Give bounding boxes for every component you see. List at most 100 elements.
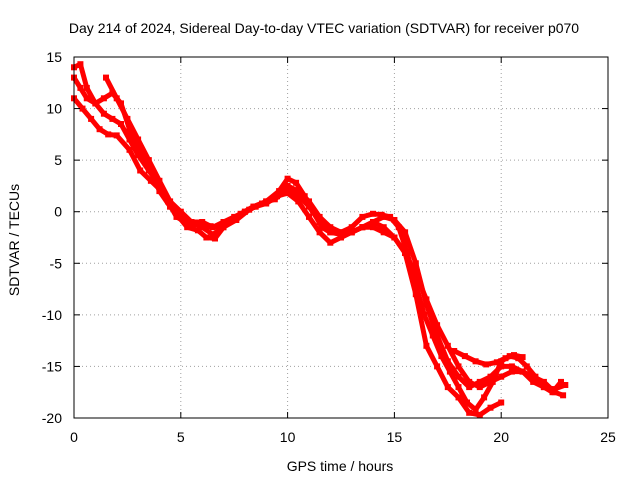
data-point (135, 136, 142, 143)
y-tick-label: -20 (42, 410, 62, 426)
data-point (444, 358, 451, 365)
data-point (519, 354, 526, 361)
data-point (421, 311, 428, 318)
data-point (464, 399, 470, 406)
data-point (327, 224, 334, 231)
data-point (455, 363, 462, 370)
data-point (241, 208, 248, 215)
data-point (540, 384, 547, 391)
data-point (113, 95, 120, 102)
data-point (83, 95, 90, 102)
data-point (100, 110, 107, 117)
x-tick-label: 25 (600, 429, 616, 445)
data-point (105, 131, 112, 138)
data-point (327, 229, 334, 236)
data-point (455, 373, 462, 380)
data-point (551, 389, 558, 396)
data-point (231, 213, 238, 220)
data-point (434, 322, 441, 329)
data-point (502, 355, 509, 362)
data-point (380, 229, 387, 236)
series-line-trace-3 (71, 75, 566, 398)
data-point (177, 213, 184, 220)
data-point (212, 235, 218, 242)
data-point (156, 188, 163, 195)
data-point (126, 136, 133, 143)
data-point (126, 146, 133, 153)
data-point (412, 280, 419, 287)
data-point (434, 363, 441, 370)
data-point (481, 394, 488, 401)
x-tick-label: 10 (280, 429, 296, 445)
y-axis-label: SDTVAR / TECUs (6, 184, 22, 296)
data-point (483, 361, 490, 368)
data-point (412, 270, 419, 277)
data-point (402, 250, 409, 256)
data-point (359, 213, 366, 220)
data-point (461, 353, 468, 360)
data-point (338, 234, 344, 241)
data-point (209, 224, 216, 231)
data-point (370, 210, 376, 217)
data-point (318, 224, 325, 231)
data-point (203, 234, 210, 241)
data-point (231, 217, 238, 223)
data-point (423, 342, 430, 349)
data-point (472, 358, 479, 365)
data-point (498, 363, 505, 370)
data-point (429, 332, 436, 339)
data-point (137, 167, 144, 174)
grid-lines (74, 57, 608, 418)
data-point (551, 386, 558, 393)
data-point (560, 392, 567, 399)
data-point (511, 352, 517, 359)
data-point (79, 105, 86, 112)
data-point (327, 239, 334, 246)
data-point (498, 373, 505, 380)
y-tick-label: 15 (46, 49, 62, 65)
data-point (263, 198, 270, 205)
data-point (348, 224, 355, 231)
data-point (147, 177, 154, 184)
data-point (113, 132, 120, 139)
series-points-trace-2 (71, 61, 564, 413)
data-point (476, 384, 483, 391)
chart-title: Day 214 of 2024, Sidereal Day-to-day VTE… (69, 20, 579, 36)
data-point (124, 115, 131, 122)
data-point (135, 146, 142, 153)
data-point (173, 213, 180, 220)
data-point (220, 219, 227, 225)
data-point (562, 382, 569, 388)
data-point (126, 126, 133, 133)
y-tick-label: 5 (54, 152, 62, 168)
data-point (103, 74, 109, 81)
series-points-trace-4 (103, 74, 569, 393)
data-point (455, 394, 462, 401)
data-point (184, 224, 191, 231)
x-axis-label: GPS time / hours (287, 458, 394, 474)
data-point (96, 126, 103, 133)
data-point (558, 378, 564, 385)
data-point (77, 61, 84, 68)
data-point (88, 115, 95, 122)
data-point (508, 363, 515, 370)
y-tick-label: -5 (50, 255, 63, 271)
data-point (438, 353, 445, 360)
data-point (434, 332, 441, 339)
data-point (466, 378, 473, 385)
y-tick-label: 0 (54, 204, 62, 220)
data-series (71, 61, 569, 418)
data-point (284, 175, 291, 182)
data-point (391, 234, 398, 241)
y-tick-label: -15 (42, 358, 62, 374)
data-point (77, 84, 84, 91)
data-point (402, 229, 409, 236)
data-point (523, 363, 530, 370)
x-tick-label: 5 (177, 429, 185, 445)
data-point (100, 95, 107, 102)
data-point (451, 348, 458, 354)
data-point (530, 373, 537, 380)
data-point (487, 378, 494, 385)
data-point (359, 224, 366, 231)
series-line-trace-2 (71, 61, 564, 413)
